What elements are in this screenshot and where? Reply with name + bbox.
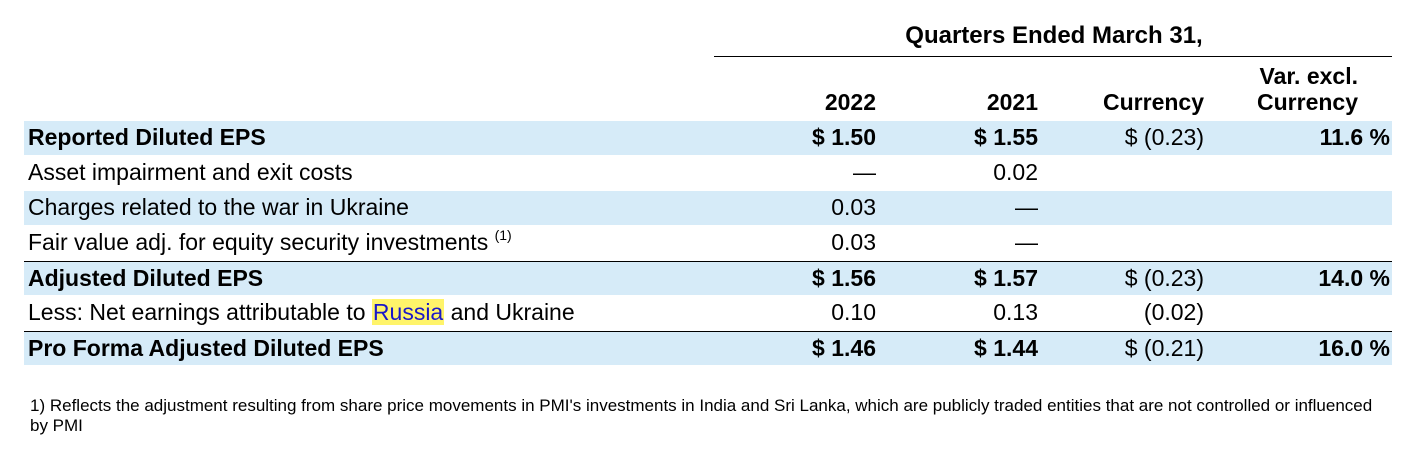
row-label: Less: Net earnings attributable to Russi…	[28, 299, 575, 326]
cell-2022: 0.03	[831, 194, 876, 220]
row-label: Reported Diluted EPS	[28, 124, 266, 150]
cell-2022: $ 1.50	[812, 124, 876, 150]
cell-2021: 0.02	[993, 159, 1038, 185]
group-header: Quarters Ended March 31,	[905, 22, 1203, 49]
group-header-rule	[714, 56, 1392, 57]
cell-2022: $ 1.56	[812, 265, 876, 291]
row-label: Adjusted Diluted EPS	[28, 265, 264, 291]
row-label-pre: Less: Net earnings attributable to	[28, 299, 372, 325]
cell-var: 14.0 %	[1318, 265, 1390, 291]
cell-var: 16.0 %	[1318, 335, 1390, 361]
cell-2022: —	[853, 159, 876, 185]
cell-2022: 0.03	[831, 229, 876, 255]
row-war-charges: Charges related to the war in Ukraine 0.…	[24, 191, 1392, 225]
col-header-2022: 2022	[824, 89, 876, 115]
row-label: Pro Forma Adjusted Diluted EPS	[28, 335, 384, 361]
cell-currency: $ (0.23)	[1124, 265, 1204, 291]
col-header-2021: 2021	[986, 89, 1038, 115]
cell-var: 11.6 %	[1319, 124, 1390, 150]
row-pro-forma-eps: Pro Forma Adjusted Diluted EPS $ 1.46 $ …	[24, 331, 1392, 365]
cell-2021: —	[1015, 194, 1038, 220]
row-fair-value-adj: Fair value adj. for equity security inve…	[24, 226, 1392, 260]
footnote: 1) Reflects the adjustment resulting fro…	[30, 396, 1373, 435]
highlighted-term: Russia	[371, 299, 445, 325]
row-reported-diluted-eps: Reported Diluted EPS $ 1.50 $ 1.55 $ (0.…	[24, 121, 1392, 155]
cell-currency: $ (0.21)	[1124, 335, 1204, 361]
row-asset-impairment: Asset impairment and exit costs — 0.02	[24, 156, 1392, 190]
cell-2021: $ 1.57	[974, 265, 1038, 291]
row-less-russia-ukraine: Less: Net earnings attributable to Russi…	[24, 296, 1392, 330]
col-header-var-line2: Currency	[1257, 89, 1358, 115]
row-adjusted-diluted-eps: Adjusted Diluted EPS $ 1.56 $ 1.57 $ (0.…	[24, 261, 1392, 295]
row-label-post: and Ukraine	[444, 299, 575, 325]
col-header-currency: Currency	[1103, 89, 1204, 115]
row-label-text: Fair value adj. for equity security inve…	[28, 229, 489, 255]
cell-2022: $ 1.46	[812, 335, 876, 361]
row-label: Charges related to the war in Ukraine	[28, 194, 409, 220]
cell-2021: $ 1.55	[974, 124, 1038, 150]
cell-2021: —	[1015, 229, 1038, 255]
cell-currency: (0.02)	[1143, 299, 1204, 325]
col-header-var-line1: Var. excl.	[1259, 63, 1358, 89]
row-label: Fair value adj. for equity security inve…	[28, 227, 512, 256]
cell-2021: 0.13	[993, 299, 1038, 325]
cell-2021: $ 1.44	[974, 335, 1038, 361]
cell-2022: 0.10	[831, 299, 876, 325]
row-label: Asset impairment and exit costs	[28, 159, 353, 185]
cell-currency: $ (0.23)	[1124, 124, 1204, 150]
footnote-ref: (1)	[494, 227, 512, 243]
